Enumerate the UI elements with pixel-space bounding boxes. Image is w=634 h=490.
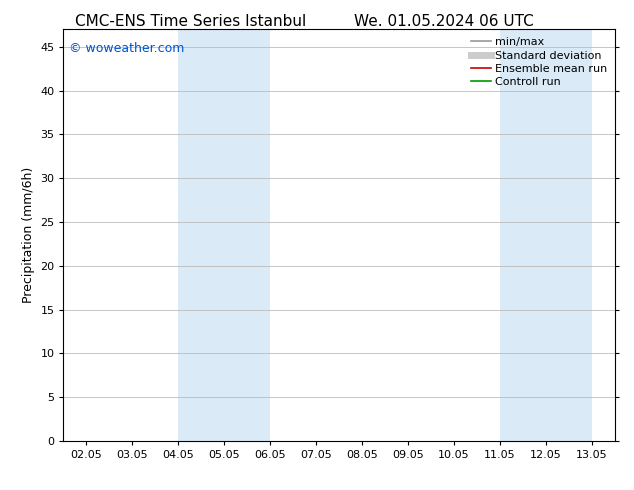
Bar — [178, 29, 270, 441]
Bar — [500, 29, 592, 441]
Text: © woweather.com: © woweather.com — [69, 42, 184, 55]
Y-axis label: Precipitation (mm/6h): Precipitation (mm/6h) — [22, 167, 35, 303]
Legend: min/max, Standard deviation, Ensemble mean run, Controll run: min/max, Standard deviation, Ensemble me… — [469, 35, 609, 89]
Text: We. 01.05.2024 06 UTC: We. 01.05.2024 06 UTC — [354, 14, 534, 29]
Text: CMC-ENS Time Series Istanbul: CMC-ENS Time Series Istanbul — [75, 14, 306, 29]
